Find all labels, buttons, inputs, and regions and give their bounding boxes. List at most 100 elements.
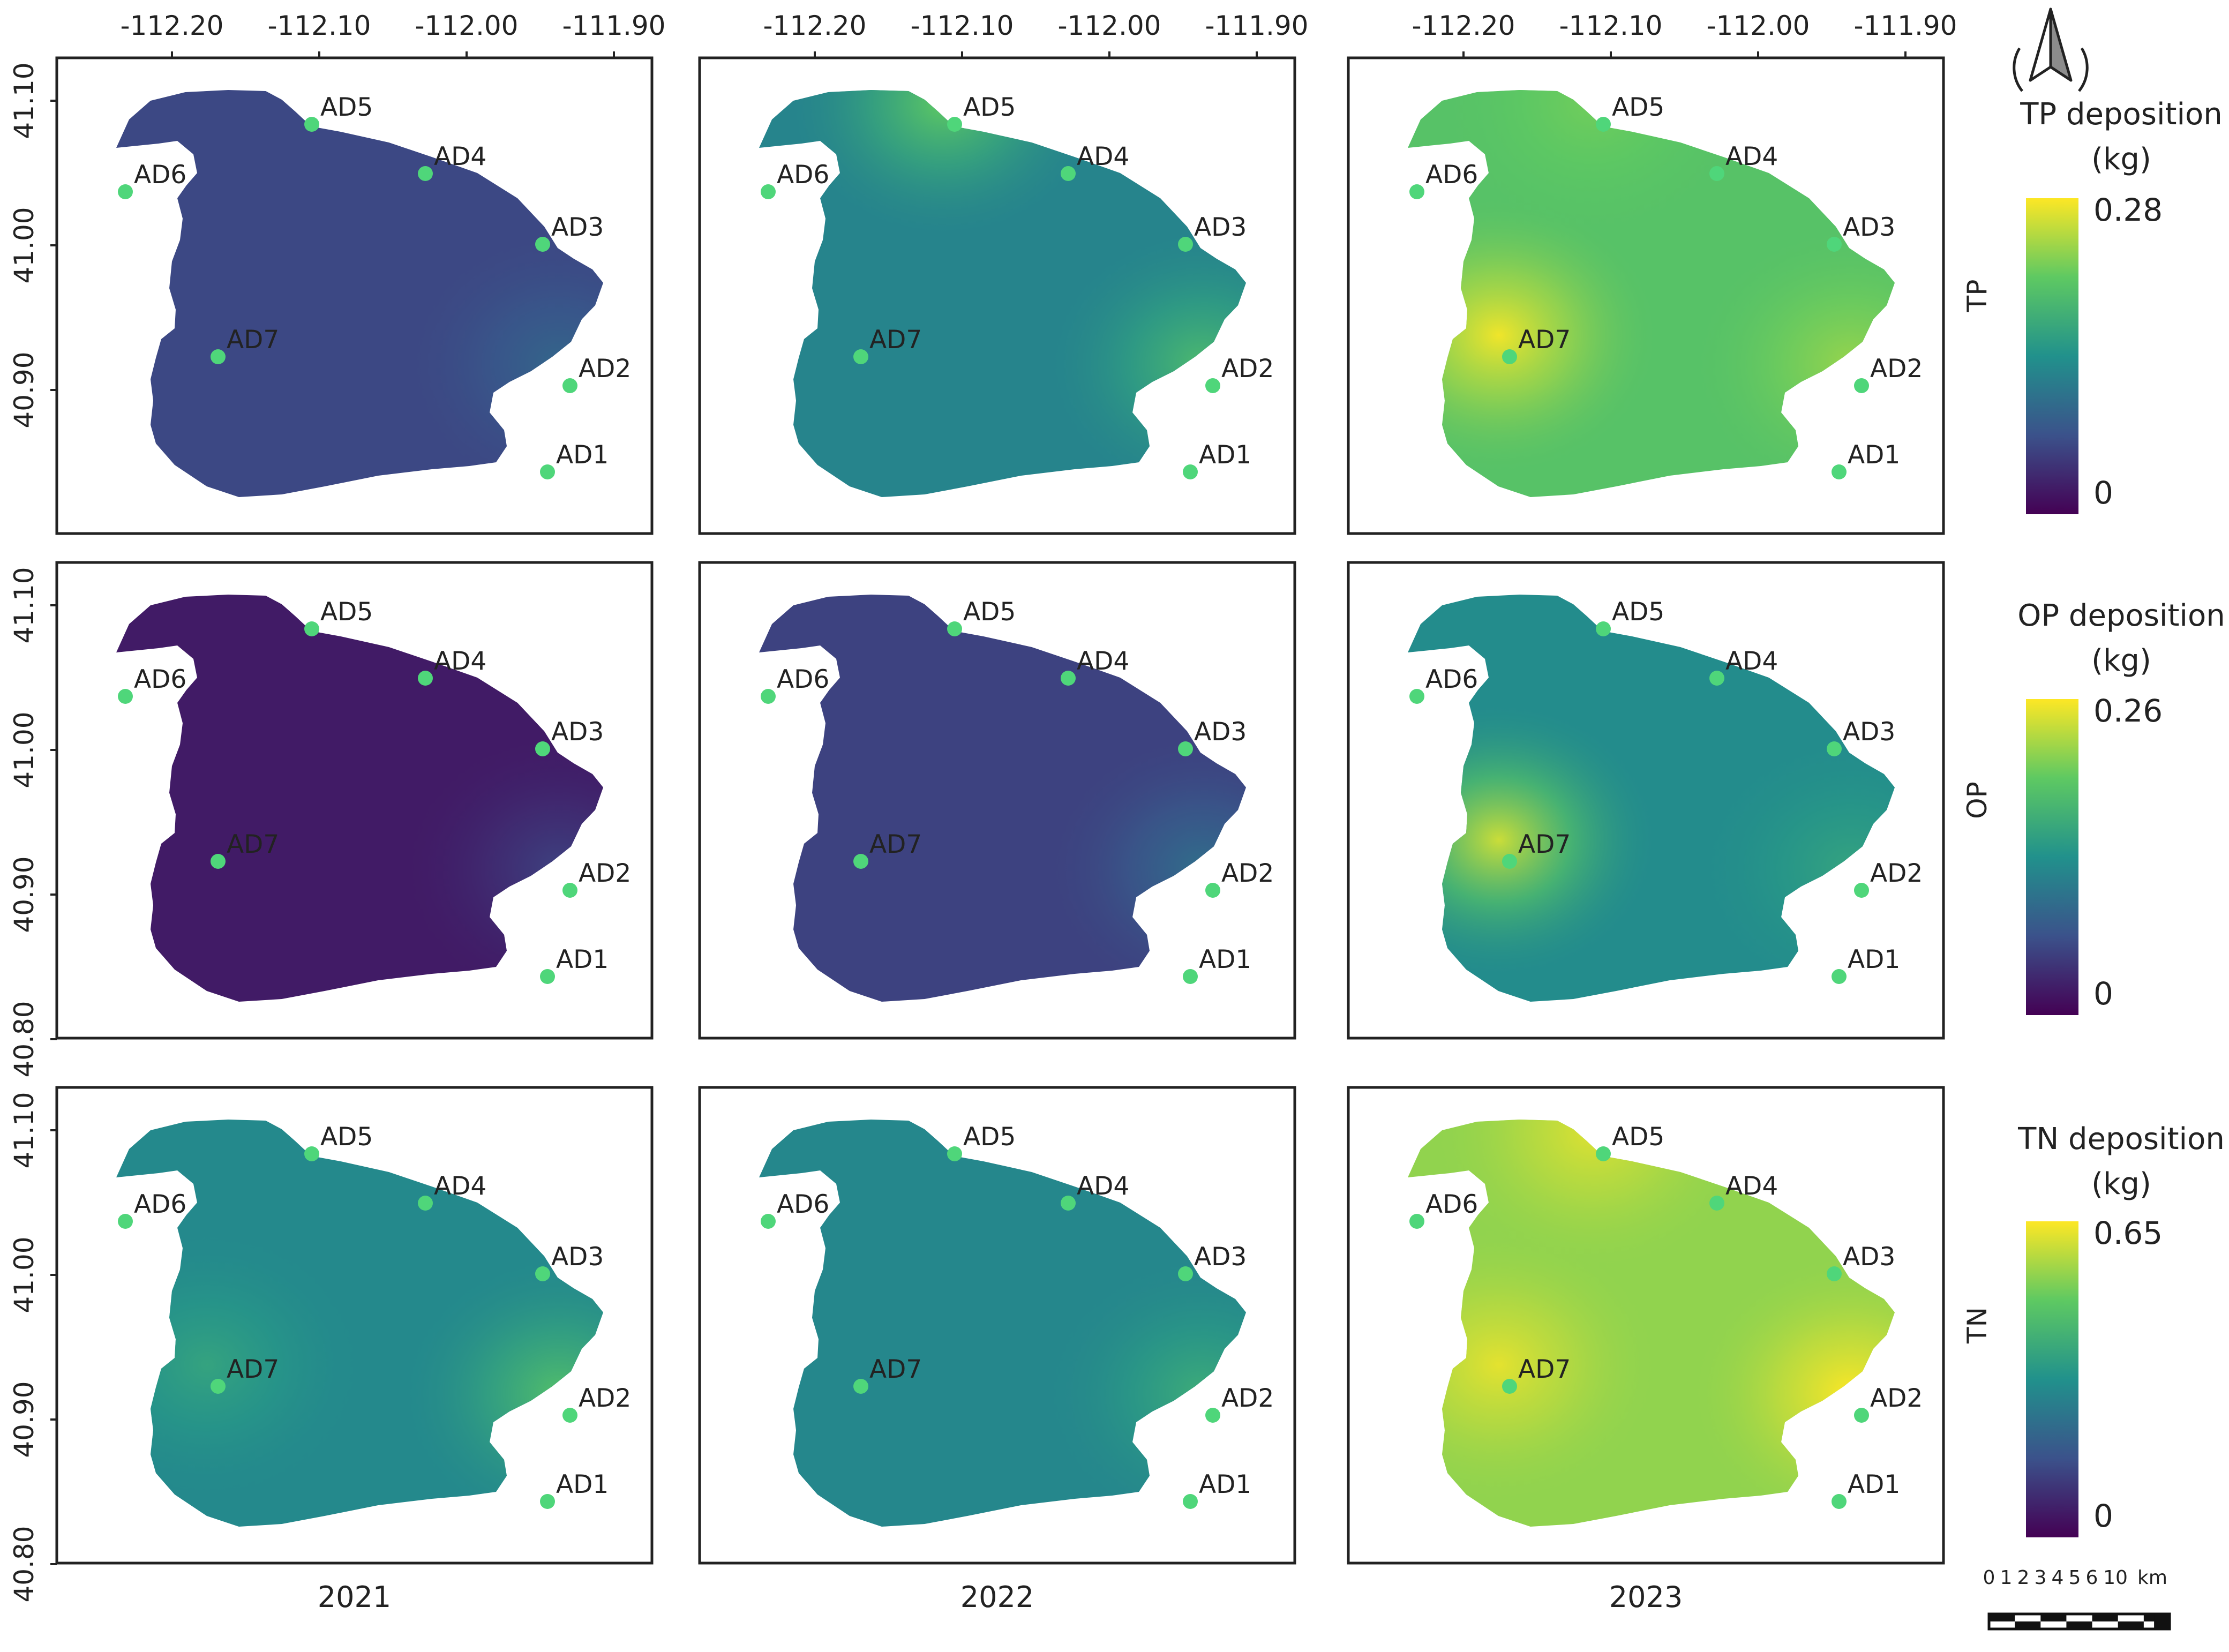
scale-bar-segment (2015, 1621, 2041, 1629)
site-marker-ad5 (947, 1146, 962, 1161)
scale-bar-tick-label: 1 (2000, 1567, 2013, 1589)
site-marker-ad4 (418, 166, 433, 181)
site-label-ad3: AD3 (551, 717, 604, 747)
scale-bar-tick-label: 2 (2017, 1567, 2030, 1589)
site-label-ad4: AD4 (1077, 647, 1129, 676)
site-marker-ad3 (535, 741, 550, 756)
year-label-2023: 2023 (1609, 1580, 1683, 1614)
site-label-ad2: AD2 (1221, 354, 1274, 384)
site-marker-ad5 (304, 117, 319, 132)
row-label-tn: TN (1962, 1307, 1993, 1344)
site-marker-ad1 (1832, 1494, 1847, 1509)
legend-title: OP deposition (2017, 598, 2225, 633)
year-label-2022: 2022 (960, 1580, 1034, 1614)
site-marker-ad2 (562, 1408, 577, 1423)
legend-title-unit: (kg) (2091, 1167, 2151, 1202)
site-label-ad7: AD7 (227, 325, 279, 355)
longitude-tick-label: -112.00 (1058, 10, 1161, 41)
site-label-ad2: AD2 (579, 859, 631, 888)
site-label-ad7: AD7 (1518, 830, 1571, 859)
site-marker-ad2 (1205, 1408, 1220, 1423)
scale-bar-segment (1989, 1614, 2015, 1621)
site-marker-ad6 (761, 184, 776, 199)
scale-bar-tick-label: 4 (2052, 1567, 2064, 1589)
colorbar (2026, 1221, 2078, 1537)
scale-bar-tick-labels: 0 1 2 3 4 5 6 10 (1983, 1567, 2128, 1589)
site-label-ad6: AD6 (1425, 1190, 1478, 1219)
site-marker-ad2 (1205, 883, 1220, 898)
site-label-ad6: AD6 (777, 160, 829, 190)
scale-bar: 0 1 2 3 4 5 6 10 km (1979, 1551, 2189, 1642)
site-label-ad2: AD2 (1221, 859, 1274, 888)
site-marker-ad2 (562, 378, 577, 393)
site-label-ad2: AD2 (1870, 354, 1923, 384)
site-label-ad4: AD4 (1725, 1172, 1778, 1201)
site-label-ad1: AD1 (556, 1470, 609, 1499)
site-marker-ad2 (1854, 883, 1869, 898)
colorbar (2026, 198, 2078, 514)
scale-bar-tick-label: 5 (2069, 1567, 2081, 1589)
north-arrow-icon (2013, 7, 2089, 92)
site-label-ad5: AD5 (1612, 597, 1664, 627)
legends: TP deposition (kg) 0.28 0 OP deposition (kg) 0… (2017, 97, 2225, 1537)
site-label-ad7: AD7 (869, 830, 922, 859)
site-marker-ad7 (211, 1379, 226, 1394)
map-panel-tn-2023: AD1 AD2 AD3 AD4 AD5 AD6 AD7 (1347, 1086, 1945, 1565)
site-marker-ad5 (947, 621, 962, 636)
site-label-ad6: AD6 (134, 1190, 186, 1219)
site-label-ad2: AD2 (579, 354, 631, 384)
site-label-ad4: AD4 (1077, 142, 1129, 171)
site-label-ad1: AD1 (556, 945, 609, 974)
site-marker-ad7 (1502, 854, 1517, 869)
scale-bar-unit: km (2137, 1567, 2167, 1589)
scale-bar-tick-label: 3 (2035, 1567, 2047, 1589)
legend-max-label: 0.28 (2093, 192, 2163, 228)
site-label-ad1: AD1 (1199, 440, 1251, 470)
site-label-ad2: AD2 (1870, 1384, 1923, 1413)
longitude-tick-label: -112.10 (268, 10, 371, 41)
map-panel-tn-2022: AD1 AD2 AD3 AD4 AD5 AD6 AD7 (698, 1086, 1296, 1565)
site-marker-ad7 (211, 854, 226, 869)
site-label-ad3: AD3 (1194, 213, 1247, 242)
site-label-ad6: AD6 (1425, 665, 1478, 694)
axes: -112.20 -112.10 -112.00 -111.90 2021 -112.20 -… (9, 10, 1957, 1614)
colorbar (2026, 699, 2078, 1015)
scale-bar-segment (2066, 1621, 2092, 1629)
scale-bar-tick-label: 0 (1983, 1567, 1995, 1589)
site-label-ad7: AD7 (1518, 1355, 1571, 1384)
site-marker-ad5 (1596, 621, 1611, 636)
legend-min-label: 0 (2093, 975, 2113, 1012)
latitude-tick-label: 40.90 (9, 351, 40, 428)
site-marker-ad3 (535, 1266, 550, 1281)
site-marker-ad1 (540, 464, 555, 479)
site-label-ad1: AD1 (1199, 945, 1251, 974)
latitude-tick-label: 41.10 (9, 1092, 40, 1168)
scale-bar-segment (2154, 1614, 2170, 1629)
site-label-ad3: AD3 (1843, 213, 1895, 242)
latitude-tick-label: 41.10 (9, 567, 40, 643)
site-label-ad1: AD1 (556, 440, 609, 470)
site-label-ad5: AD5 (320, 597, 373, 627)
panel-frame (1347, 561, 1945, 1040)
site-marker-ad1 (1183, 969, 1198, 984)
site-label-ad4: AD4 (1077, 1172, 1129, 1201)
legend-title: TP deposition (2020, 97, 2223, 132)
site-marker-ad7 (1502, 1379, 1517, 1394)
site-label-ad2: AD2 (1870, 859, 1923, 888)
site-label-ad5: AD5 (963, 1122, 1016, 1152)
site-marker-ad1 (1832, 464, 1847, 479)
site-label-ad2: AD2 (1221, 1384, 1274, 1413)
map-panel-op-2021: AD1 AD2 AD3 AD4 AD5 AD6 AD7 (55, 561, 654, 1040)
site-label-ad5: AD5 (963, 597, 1016, 627)
site-marker-ad1 (1183, 1494, 1198, 1509)
site-marker-ad6 (761, 1214, 776, 1229)
site-label-ad6: AD6 (134, 665, 186, 694)
legend-min-label: 0 (2093, 1498, 2113, 1534)
scale-bar-segment (2040, 1614, 2067, 1621)
site-marker-ad3 (1827, 741, 1842, 756)
row-label-op: OP (1962, 782, 1993, 819)
site-marker-ad5 (304, 621, 319, 636)
latitude-tick-label: 40.80 (9, 1001, 40, 1077)
year-label-2021: 2021 (318, 1580, 391, 1614)
